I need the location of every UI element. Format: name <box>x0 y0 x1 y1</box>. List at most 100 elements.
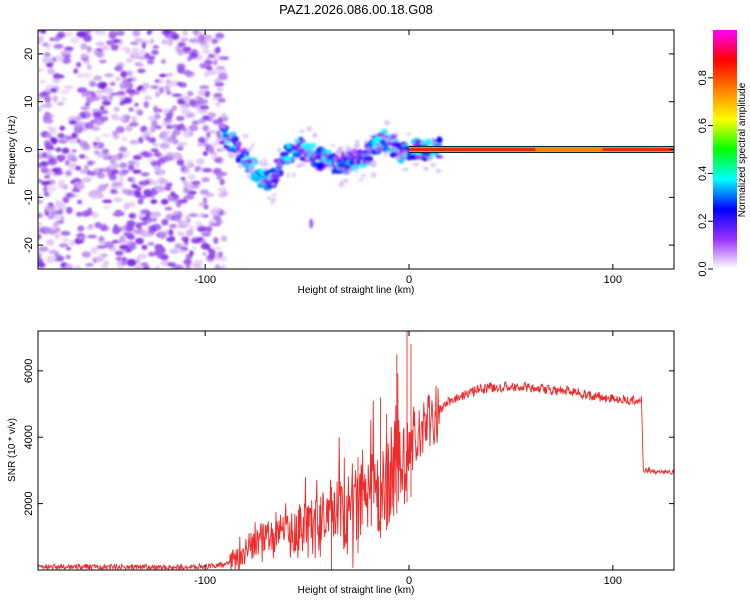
trace-halo-blob <box>435 168 442 173</box>
noise-blob <box>81 57 89 62</box>
colorbar-tick-label: 0.6 <box>697 118 709 133</box>
noise-blob <box>91 211 100 219</box>
noise-blob <box>125 70 133 77</box>
trace-halo-blob <box>297 146 304 150</box>
noise-blob <box>119 101 126 106</box>
noise-blob <box>127 164 135 171</box>
noise-blob <box>181 219 190 226</box>
noise-blob <box>55 167 63 173</box>
noise-blob <box>54 252 61 259</box>
noise-blob <box>76 182 85 190</box>
trace-halo-blob <box>436 142 441 146</box>
noise-blob <box>180 176 186 181</box>
noise-blob <box>77 87 88 94</box>
noise-blob <box>118 176 124 183</box>
noise-blob <box>38 262 46 268</box>
trace-blob <box>400 141 407 145</box>
noise-blob <box>202 167 213 173</box>
noise-blob <box>44 95 51 104</box>
noise-blob <box>196 225 208 233</box>
trace-halo-blob <box>259 160 263 166</box>
noise-blob <box>124 188 133 196</box>
noise-blob <box>47 57 54 63</box>
noise-blob <box>105 88 114 92</box>
noise-blob <box>106 40 114 46</box>
trace-halo-blob <box>273 171 281 175</box>
spectrogram-y-label: Frequency (Hz) <box>7 116 18 185</box>
noise-blob <box>80 43 88 50</box>
noise-blob <box>202 125 209 132</box>
trace-halo-blob <box>340 180 344 185</box>
noise-blob <box>99 59 107 64</box>
noise-blob <box>184 96 191 103</box>
noise-blob <box>97 30 107 36</box>
noise-blob <box>161 39 167 45</box>
noise-blob <box>74 165 82 171</box>
trace-halo-blob <box>227 152 233 158</box>
trace-halo-blob <box>397 153 404 157</box>
noise-blob <box>94 255 105 262</box>
trace-halo-blob <box>363 139 368 145</box>
noise-blob <box>94 221 102 229</box>
noise-blob <box>151 211 162 218</box>
noise-blob <box>74 115 82 122</box>
noise-blob <box>197 142 202 147</box>
noise-blob <box>135 237 145 245</box>
noise-blob <box>156 108 163 113</box>
trace-halo-blob <box>382 130 389 134</box>
noise-blob <box>195 158 205 165</box>
noise-blob <box>94 90 106 94</box>
trace-halo-blob <box>221 112 227 117</box>
noise-blob <box>84 102 91 107</box>
noise-blob <box>43 118 54 124</box>
trace-halo-blob <box>275 163 283 167</box>
noise-blob <box>65 254 71 260</box>
noise-blob <box>144 193 155 198</box>
noise-blob <box>198 213 206 218</box>
noise-blob <box>53 95 58 103</box>
noise-blob <box>46 150 52 156</box>
noise-blob <box>138 152 144 157</box>
noise-blob <box>215 266 223 269</box>
noise-blob <box>100 133 111 138</box>
figure-title: PAZ1.2026.086.00.18.G08 <box>279 2 433 17</box>
trace-blob <box>436 136 443 144</box>
trace-blob <box>269 167 277 174</box>
trace-blob <box>328 159 332 166</box>
trace-halo-blob <box>370 163 377 168</box>
noise-blob <box>166 41 171 46</box>
noise-blob <box>165 152 175 159</box>
noise-blob <box>138 85 144 90</box>
noise-blob <box>150 148 158 153</box>
noise-blob <box>64 262 74 269</box>
noise-blob <box>48 158 57 166</box>
noise-blob <box>164 206 173 211</box>
y-tick-label: 10 <box>23 96 35 108</box>
noise-blob <box>102 99 109 105</box>
trace-halo-blob <box>353 158 357 164</box>
trace-halo-blob <box>370 172 377 178</box>
noise-blob <box>160 254 169 261</box>
noise-blob <box>221 115 229 122</box>
noise-blob <box>135 62 145 68</box>
noise-blob <box>96 172 106 179</box>
noise-blob <box>133 229 141 235</box>
noise-blob <box>75 211 83 217</box>
trace-halo-blob <box>306 126 313 132</box>
noise-blob <box>181 37 189 42</box>
noise-blob <box>113 210 124 215</box>
noise-blob <box>131 77 137 82</box>
trace-halo-blob <box>343 154 351 158</box>
noise-blob <box>175 200 182 208</box>
trace-halo-blob <box>332 158 337 162</box>
trace-halo-blob <box>423 166 429 171</box>
noise-blob <box>217 98 226 103</box>
noise-blob <box>62 184 68 190</box>
trace-halo-blob <box>330 144 335 148</box>
noise-blob <box>50 88 57 93</box>
noise-blob <box>210 223 222 227</box>
noise-blob <box>164 33 175 39</box>
noise-blob <box>182 46 192 52</box>
noise-blob <box>148 115 158 122</box>
noise-blob <box>199 189 210 196</box>
